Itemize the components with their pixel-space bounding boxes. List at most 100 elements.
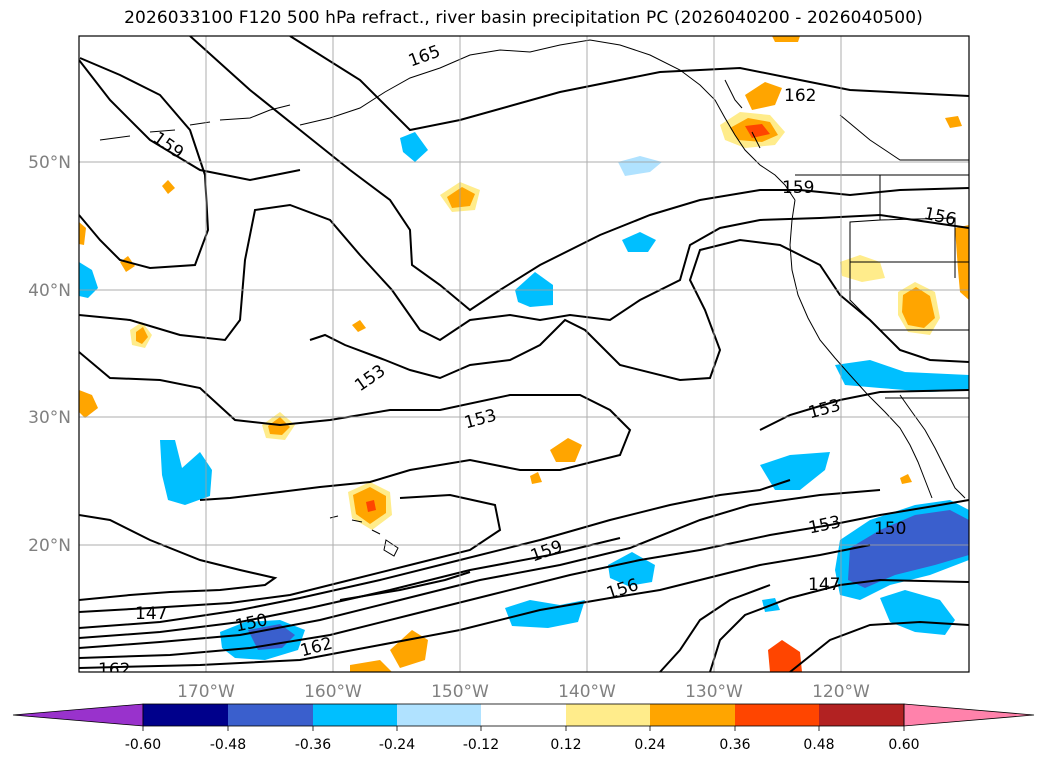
pos-anomaly-k-core (447, 187, 475, 208)
colorbar-seg-2 (228, 704, 313, 726)
contour-label: 153 (806, 396, 843, 424)
pos-anomaly-x (530, 472, 542, 484)
colorbar-seg-5 (481, 704, 566, 726)
neg-anomaly-se-south (880, 590, 955, 635)
coast-westus (789, 199, 933, 499)
lon-label-150: 150°W (431, 682, 489, 702)
colorbar-tick: -0.60 (125, 737, 161, 753)
coast-aleutians (99, 104, 291, 141)
contour-jet-1 (79, 479, 791, 629)
lat-label-50: 50°N (28, 153, 71, 173)
colorbar-tick: -0.12 (463, 737, 499, 753)
map-area: 165 162 159 159 156 153 153 153 153 150 … (79, 36, 969, 680)
pos-anomaly-ore-core (902, 287, 935, 328)
border-states-1 (849, 175, 969, 263)
pos-anomaly-hi-core (366, 500, 376, 512)
neg-anomaly-mid (760, 452, 830, 490)
neg-anomaly-h (608, 552, 655, 586)
neg-anomaly-se-core (848, 510, 969, 588)
contour-label: 162 (298, 634, 335, 662)
lat-label-30: 30°N (28, 408, 71, 428)
coast-baja (899, 394, 966, 499)
lon-label-160: 160°W (304, 682, 362, 702)
pos-anomaly-o (79, 390, 98, 418)
colorbar-tick: 0.48 (803, 737, 834, 753)
colorbar: -0.60 -0.48 -0.36 -0.24 -0.12 0.12 0.24 … (12, 703, 1035, 753)
contours (79, 36, 969, 672)
contour-tropics (659, 584, 771, 672)
contour-label: 156 (604, 575, 641, 604)
lon-label-140: 140°W (558, 682, 616, 702)
contour-153-c (759, 389, 969, 431)
colorbar-seg-4 (397, 704, 481, 726)
colorbar-seg-8 (735, 704, 819, 726)
colorbar-extend-max (903, 703, 1035, 727)
coastlines (99, 39, 969, 557)
colorbar-tick: -0.36 (295, 737, 331, 753)
contour-159-west (79, 57, 210, 270)
coast-alaska (299, 39, 796, 201)
contour-153-south (79, 493, 502, 613)
colorbar-seg-1 (143, 704, 228, 726)
contour-150-south (79, 514, 278, 601)
pos-anomaly-l (550, 438, 582, 462)
colorbar-seg-7 (650, 704, 735, 726)
map-title: 2026033100 F120 500 hPa refract., river … (124, 8, 923, 28)
contour-label: 147 (135, 604, 167, 624)
pos-anomaly-p (79, 222, 86, 245)
colorbar-frame (142, 703, 905, 727)
colorbar-seg-3 (313, 704, 397, 726)
neg-anomaly-g (505, 600, 585, 628)
contour-west-blob (339, 571, 471, 601)
contour-label: 153 (351, 361, 389, 396)
neg-anomaly-calif (835, 360, 969, 392)
contour-label: 153 (462, 406, 499, 434)
lat-label-40: 40°N (28, 281, 71, 301)
contour-jet-5 (79, 544, 871, 669)
pos-anomaly-w (352, 320, 366, 332)
colorbar-tick: 0.60 (888, 737, 919, 753)
contour-label: 165 (406, 42, 443, 72)
contour-label: 159 (782, 178, 814, 198)
pos-anomaly-v (945, 116, 962, 128)
colorbar-extend-min (12, 703, 144, 727)
pos-anomaly-y (900, 474, 912, 484)
neg-anomaly-b (622, 232, 656, 252)
pos-anomaly-nbc (745, 82, 782, 110)
pos-anomaly-bc-core (745, 124, 770, 138)
colorbar-tick: 0.12 (550, 737, 581, 753)
contour-label: 162 (98, 660, 130, 680)
contour-label: 147 (808, 575, 840, 595)
contour-162 (79, 59, 301, 182)
border-canada-inner (839, 114, 969, 161)
pos-anomaly-m-core (268, 417, 290, 435)
lat-label-20: 20°N (28, 536, 71, 556)
colorbar-seg-6 (566, 704, 650, 726)
contour-jet-3 (79, 489, 881, 649)
islands-bc (724, 79, 761, 149)
pos-anomaly-wa (840, 255, 885, 282)
lon-label-130: 130°W (685, 682, 743, 702)
colorbar-tick: 0.36 (719, 737, 750, 753)
colorbar-tick: -0.48 (210, 737, 246, 753)
contour-label: 150 (874, 519, 906, 539)
colorbar-seg-9 (819, 704, 904, 726)
colorbar-tick: 0.24 (634, 737, 665, 753)
contour-165 (289, 36, 969, 132)
contour-147 (709, 578, 969, 672)
pos-anomaly-u (768, 640, 802, 672)
contour-153-a (79, 351, 632, 501)
pos-anomaly-r (162, 180, 175, 194)
colorbar-tick: -0.24 (379, 737, 415, 753)
neg-anomaly-c (400, 132, 428, 162)
contour-jet-4 (79, 499, 969, 659)
graticule (79, 36, 969, 672)
contour-150-se (789, 620, 969, 672)
neg-anomaly-i (618, 156, 662, 176)
pos-anomaly-t (350, 660, 392, 672)
hawaii (329, 515, 399, 557)
contour-label: 153 (807, 512, 843, 538)
pos-anomaly-s (390, 630, 428, 668)
contour-label: 162 (784, 86, 816, 106)
map-frame (78, 35, 970, 673)
